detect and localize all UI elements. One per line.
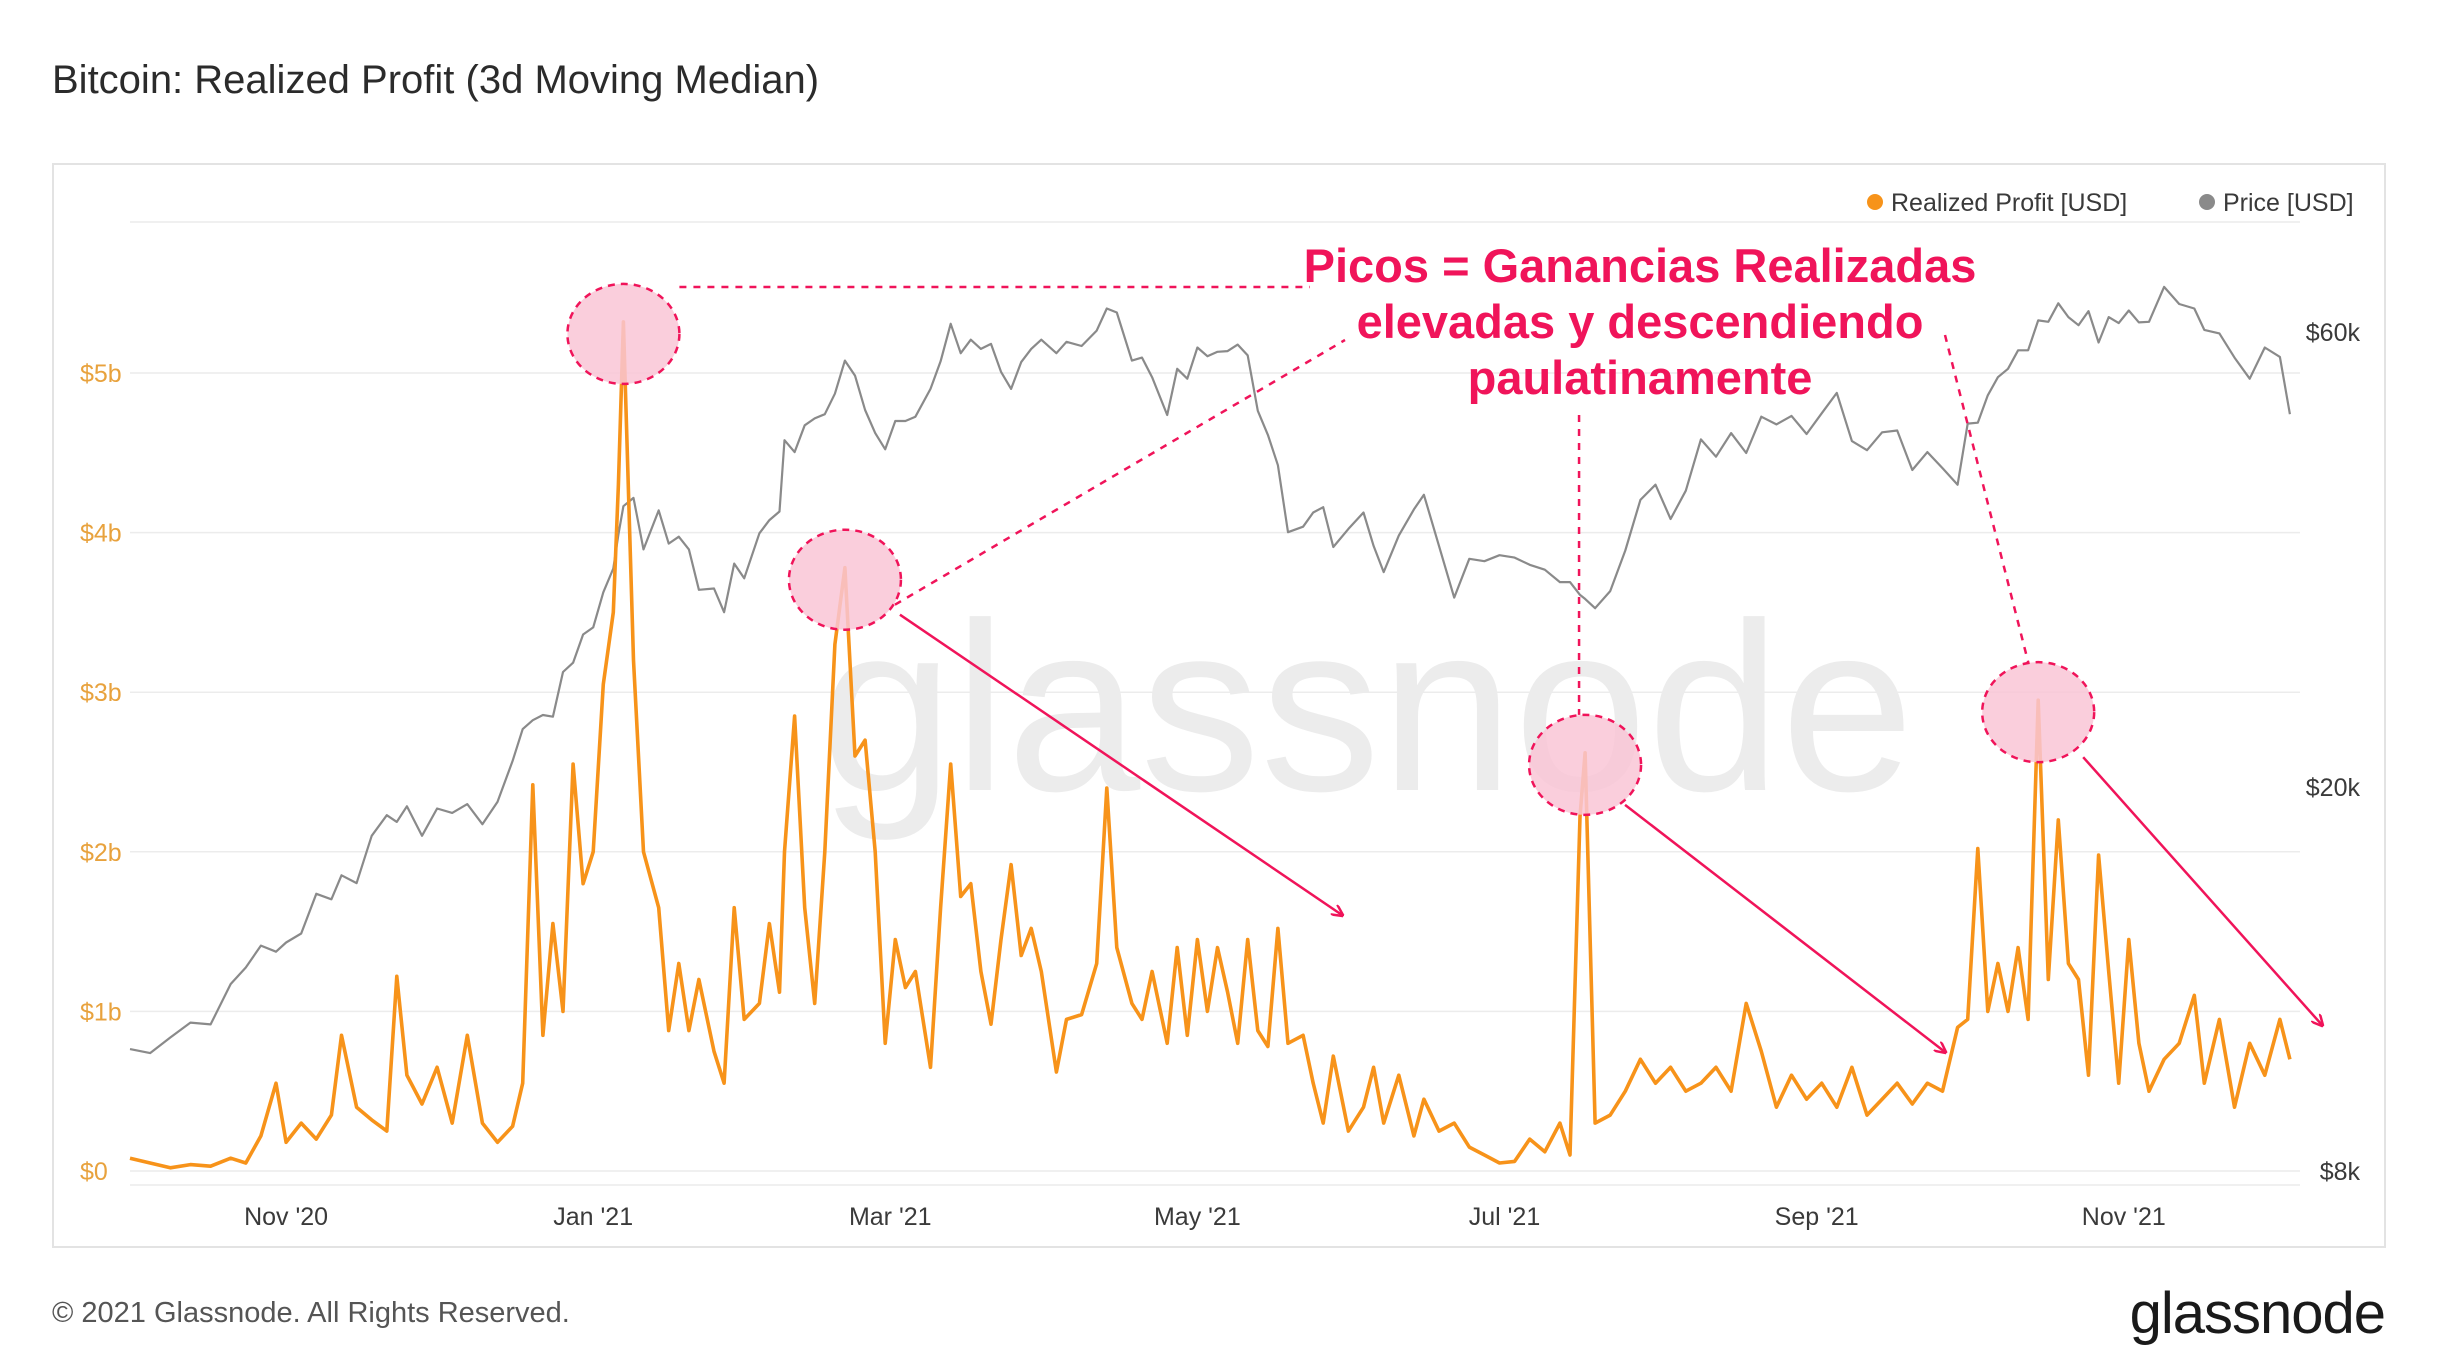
left-tick-label: $1b xyxy=(80,998,122,1026)
realized-profit-line xyxy=(129,320,2292,1170)
annotation-text-line: elevadas y descendiendo xyxy=(1357,295,1924,348)
copyright-notice: © 2021 Glassnode. All Rights Reserved. xyxy=(52,1297,570,1329)
legend-swatch-price xyxy=(2199,194,2215,210)
peak-highlight-circle xyxy=(787,528,903,631)
x-tick-label: Sep '21 xyxy=(1775,1203,1859,1231)
left-y-axis: $0 $1b $2b $3b $4b $5b xyxy=(80,360,122,1186)
glassnode-logo: glassnode xyxy=(2129,1281,2386,1346)
price-series xyxy=(129,285,2291,1055)
left-tick-label: $3b xyxy=(80,679,122,707)
peak-highlight-circle xyxy=(566,282,681,386)
right-tick-label: $60k xyxy=(2306,319,2361,347)
watermark-layer: glassnode xyxy=(820,573,1914,841)
right-y-axis: $8k $20k $60k xyxy=(2306,319,2361,1186)
left-tick-label: $0 xyxy=(80,1158,108,1186)
peak-highlight-circle xyxy=(1527,713,1643,817)
descending-arrow xyxy=(2082,756,2322,1025)
left-tick-label: $5b xyxy=(80,360,122,388)
watermark-text: glassnode xyxy=(820,573,1914,841)
legend-swatch-realized-profit xyxy=(1867,194,1883,210)
descending-arrow xyxy=(1624,803,1945,1052)
x-tick-label: Jul '21 xyxy=(1469,1203,1540,1231)
legend-label-price: Price [USD] xyxy=(2223,189,2354,217)
x-tick-label: Mar '21 xyxy=(849,1203,932,1231)
realized-profit-series xyxy=(129,320,2292,1170)
left-tick-label: $2b xyxy=(80,839,122,867)
left-tick-label: $4b xyxy=(80,520,122,548)
annotation-text-line: Picos = Ganancias Realizadas xyxy=(1304,239,1977,292)
price-line xyxy=(129,285,2291,1055)
legend: Realized Profit [USD] Price [USD] xyxy=(1867,189,2354,217)
right-tick-label: $8k xyxy=(2320,1158,2361,1186)
connector-line xyxy=(894,338,1346,606)
gridlines xyxy=(130,221,2300,1186)
connector-line xyxy=(1943,334,2030,663)
x-tick-label: May '21 xyxy=(1154,1203,1241,1231)
chart-title: Bitcoin: Realized Profit (3d Moving Medi… xyxy=(52,58,820,102)
x-tick-label: Jan '21 xyxy=(553,1203,633,1231)
x-tick-label: Nov '21 xyxy=(2082,1203,2166,1231)
descending-arrow xyxy=(899,613,1342,915)
peak-highlight-circle xyxy=(1980,660,2096,764)
x-tick-label: Nov '20 xyxy=(244,1203,328,1231)
annotation-text-line: paulatinamente xyxy=(1468,351,1813,404)
x-axis: Nov '20 Jan '21 Mar '21 May '21 Jul '21 Sep '… xyxy=(244,1203,2166,1231)
right-tick-label: $20k xyxy=(2306,774,2361,802)
chart-frame xyxy=(52,163,2386,1248)
legend-label-realized-profit: Realized Profit [USD] xyxy=(1891,189,2127,217)
